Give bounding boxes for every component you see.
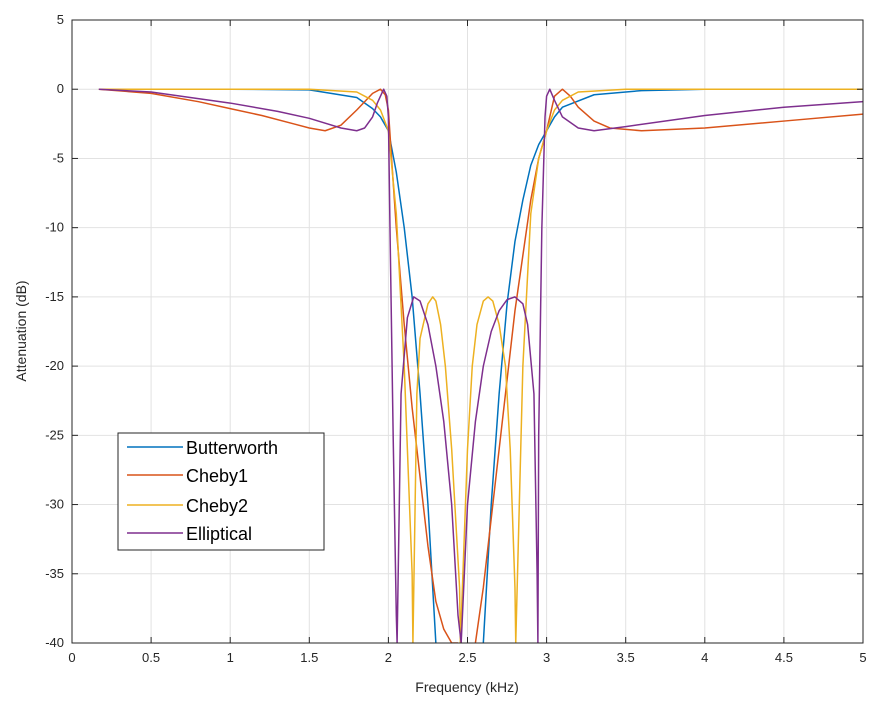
y-axis-label: Attenuation (dB): [13, 280, 29, 381]
legend-box: [117, 432, 325, 551]
x-axis-label: Frequency (kHz): [415, 679, 518, 695]
x-tick-label: 3.5: [617, 650, 635, 665]
series-line-cheby2: [98, 88, 863, 643]
x-tick-label: 0: [68, 650, 75, 665]
axis-ticks: 0 0.5 1 1.5 2 2.5 3 3.5 4 4.5 5 5 0 -5 -10 -15 -20 -25 -30…: [45, 12, 866, 665]
y-tick-label: 0: [57, 81, 64, 96]
x-tick-label: 3: [543, 650, 550, 665]
y-tick-label: -40: [45, 635, 64, 650]
x-tick-label: 1: [227, 650, 234, 665]
y-tick-label: -30: [45, 497, 64, 512]
y-tick-label: -35: [45, 566, 64, 581]
y-tick-label: -10: [45, 220, 64, 235]
x-tick-label: 2.5: [458, 650, 476, 665]
grid-lines: [72, 20, 863, 643]
legend-label-butterworth: Butterworth: [186, 438, 278, 458]
legend-label-cheby2: Cheby2: [186, 496, 248, 516]
x-tick-label: 5: [859, 650, 866, 665]
x-tick-label: 4: [701, 650, 708, 665]
y-tick-label: -5: [52, 150, 64, 165]
y-tick-label: -15: [45, 289, 64, 304]
legend-label-elliptical: Elliptical: [186, 524, 252, 544]
legend-label-cheby1: Cheby1: [186, 466, 248, 486]
series-line-elliptical: [98, 88, 863, 643]
y-tick-label: -20: [45, 358, 64, 373]
series-lines: [98, 88, 863, 643]
x-tick-label: 2: [385, 650, 392, 665]
x-tick-label: 4.5: [775, 650, 793, 665]
x-tick-label: 1.5: [300, 650, 318, 665]
x-tick-label: 0.5: [142, 650, 160, 665]
y-tick-label: 5: [57, 12, 64, 27]
y-tick-label: -25: [45, 427, 64, 442]
legend: Butterworth Cheby1 Cheby2 Elliptical: [117, 432, 325, 551]
